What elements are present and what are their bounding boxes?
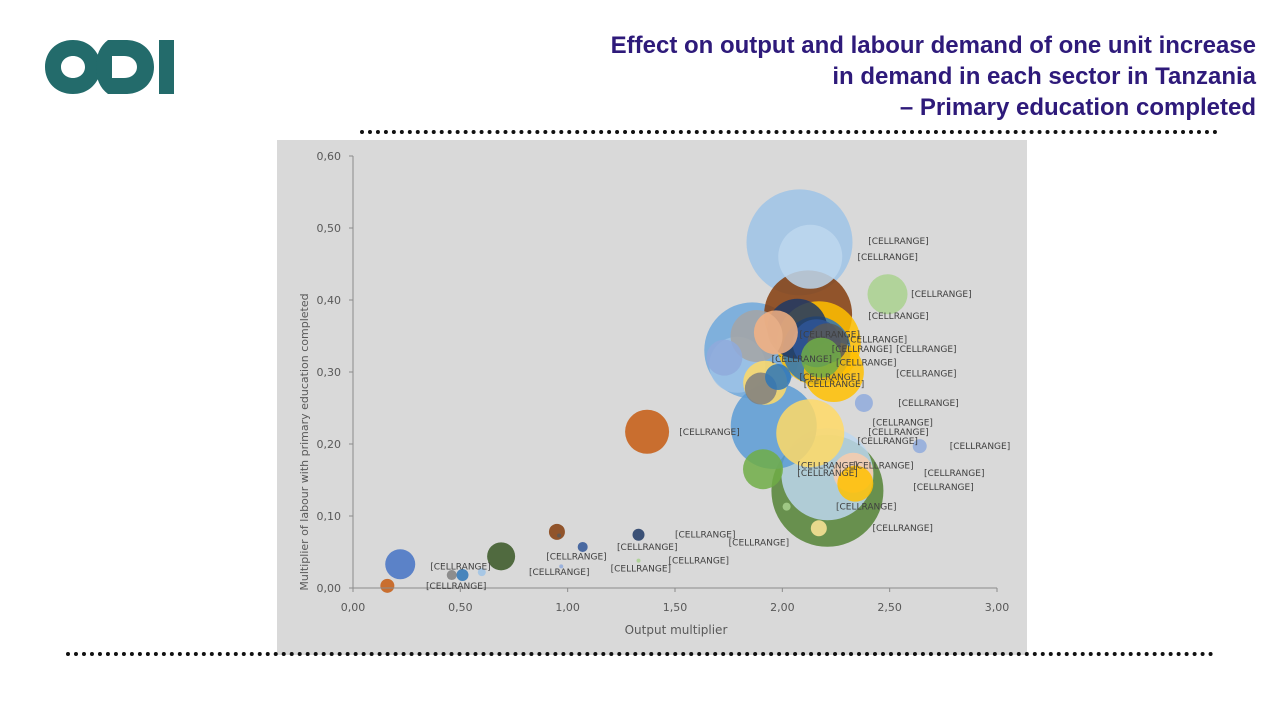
data-label: [CELLRANGE] xyxy=(611,565,671,575)
data-label-layer: [CELLRANGE][CELLRANGE][CELLRANGE][CELLRA… xyxy=(426,237,1010,592)
bubble-point xyxy=(380,578,395,593)
bubble-point xyxy=(487,542,516,571)
data-label: [CELLRANGE] xyxy=(872,524,932,534)
title-line-1: Effect on output and labour demand of on… xyxy=(610,32,1256,59)
x-tick-label: 1,00 xyxy=(555,601,580,614)
y-tick-label: 0,60 xyxy=(317,150,342,163)
y-tick-label: 0,30 xyxy=(317,366,342,379)
bubble-point xyxy=(912,439,927,454)
data-label: [CELLRANGE] xyxy=(924,469,984,479)
y-tick-label: 0,50 xyxy=(317,222,342,235)
bubble-point xyxy=(477,568,486,577)
x-axis-label: Output multiplier xyxy=(625,623,728,637)
data-label: [CELLRANGE] xyxy=(868,237,928,247)
x-tick-label: 3,00 xyxy=(985,601,1010,614)
bubble-point xyxy=(559,564,564,569)
bubble-point xyxy=(867,274,908,315)
bubble-point xyxy=(446,570,457,581)
data-label: [CELLRANGE] xyxy=(675,531,735,541)
data-label: [CELLRANGE] xyxy=(868,312,928,322)
bubble-point xyxy=(548,523,565,540)
data-label: [CELLRANGE] xyxy=(868,428,928,438)
data-label: [CELLRANGE] xyxy=(911,290,971,300)
data-label: [CELLRANGE] xyxy=(669,557,729,567)
data-label: [CELLRANGE] xyxy=(804,380,864,390)
data-label: [CELLRANGE] xyxy=(857,437,917,447)
data-label: [CELLRANGE] xyxy=(913,483,973,493)
x-tick-label: 1,50 xyxy=(663,601,688,614)
bubble-point xyxy=(385,549,416,580)
data-label: [CELLRANGE] xyxy=(836,359,896,369)
bubble-point xyxy=(636,558,641,563)
data-label: [CELLRANGE] xyxy=(426,582,486,592)
title-line-2: in demand in each sector in Tanzania xyxy=(832,63,1256,90)
bubble-point xyxy=(778,224,843,289)
bubble-point xyxy=(837,465,874,502)
data-label: [CELLRANGE] xyxy=(853,462,913,472)
title-line-3: – Primary education completed xyxy=(899,94,1256,121)
data-label: [CELLRANGE] xyxy=(617,543,677,553)
y-tick-label: 0,40 xyxy=(317,294,342,307)
data-label: [CELLRANGE] xyxy=(679,428,739,438)
x-tick-label: 0,00 xyxy=(341,601,366,614)
y-tick-label: 0,20 xyxy=(317,438,342,451)
bubble-point xyxy=(743,449,784,490)
data-label: [CELLRANGE] xyxy=(872,418,932,428)
y-axis-label: Multiplier of labour with primary educat… xyxy=(298,293,311,590)
bubble-point xyxy=(782,502,791,511)
data-label: [CELLRANGE] xyxy=(832,345,892,355)
data-label: [CELLRANGE] xyxy=(797,469,857,479)
data-label: [CELLRANGE] xyxy=(430,562,490,572)
data-label: [CELLRANGE] xyxy=(950,442,1010,452)
plot-background xyxy=(277,140,1027,655)
y-tick-label: 0,00 xyxy=(317,582,342,595)
divider-bottom xyxy=(66,652,1214,656)
bubble-point xyxy=(456,569,469,582)
x-tick-label: 0,50 xyxy=(448,601,473,614)
bubble-point xyxy=(776,399,845,468)
x-tick-label: 2,00 xyxy=(770,601,795,614)
data-label: [CELLRANGE] xyxy=(836,503,896,513)
data-label: [CELLRANGE] xyxy=(847,336,907,346)
odi-logo xyxy=(45,40,174,94)
bubble-point xyxy=(706,339,743,376)
data-label: [CELLRANGE] xyxy=(857,253,917,263)
x-tick-label: 2,50 xyxy=(877,601,902,614)
bubble-point xyxy=(753,310,798,355)
divider-top xyxy=(360,130,1218,134)
data-label: [CELLRANGE] xyxy=(896,369,956,379)
bubble-point xyxy=(800,337,841,378)
data-label: [CELLRANGE] xyxy=(546,552,606,562)
bubble-layer xyxy=(380,189,927,593)
data-label: [CELLRANGE] xyxy=(729,539,789,549)
slide-title: Effect on output and labour demand of on… xyxy=(496,30,1256,123)
logo-mark xyxy=(45,40,174,94)
bubble-point xyxy=(625,409,670,454)
data-label: [CELLRANGE] xyxy=(800,373,860,383)
data-label: [CELLRANGE] xyxy=(898,399,958,409)
y-tick-label: 0,10 xyxy=(317,510,342,523)
bubble-point xyxy=(810,520,827,537)
data-label: [CELLRANGE] xyxy=(800,331,860,341)
data-label: [CELLRANGE] xyxy=(772,355,832,365)
chart-svg: 0,00 0,50 1,00 1,50 2,00 2,50 3,00 0,00 0,10 0,20… xyxy=(277,140,1027,655)
bubble-point xyxy=(557,533,562,538)
bubble-point xyxy=(632,528,645,541)
data-label: [CELLRANGE] xyxy=(797,462,857,472)
bubble-point xyxy=(765,364,792,391)
axes-layer: 0,00 0,50 1,00 1,50 2,00 2,50 3,00 0,00 0,10 0,20… xyxy=(317,150,1010,614)
bubble-point xyxy=(577,541,588,552)
bubble-chart: 0,00 0,50 1,00 1,50 2,00 2,50 3,00 0,00 0,10 0,20… xyxy=(277,140,1027,655)
data-label: [CELLRANGE] xyxy=(896,345,956,355)
data-label: [CELLRANGE] xyxy=(529,568,589,578)
bubble-point xyxy=(854,393,873,412)
